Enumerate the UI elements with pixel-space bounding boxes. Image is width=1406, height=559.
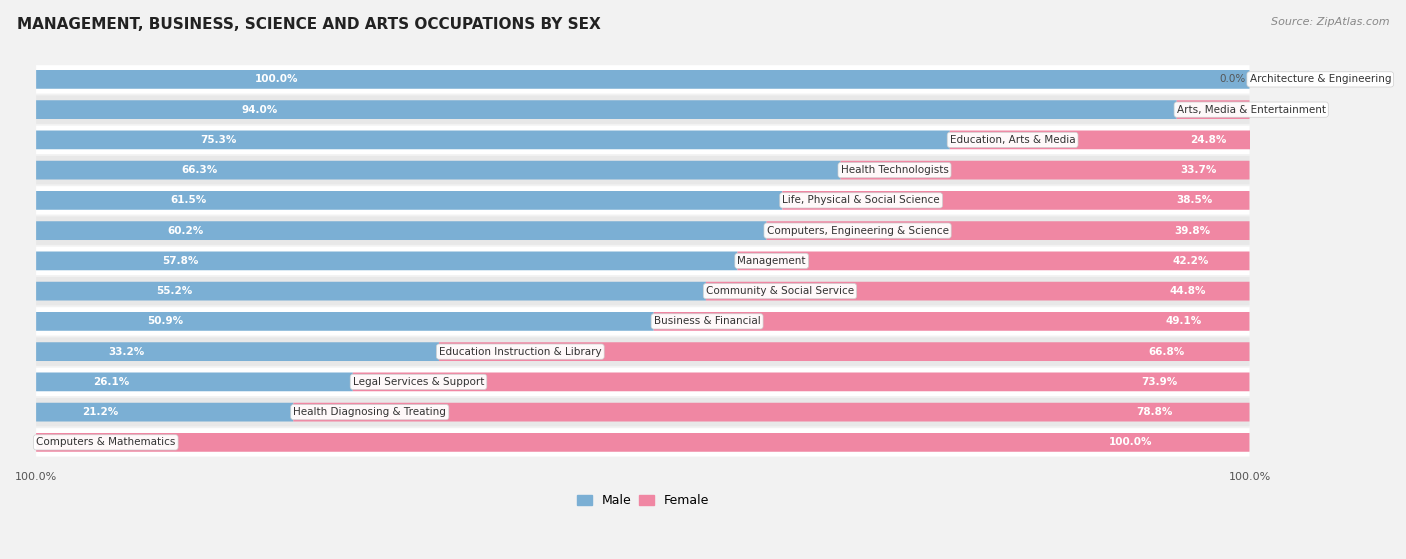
Text: Business & Financial: Business & Financial	[654, 316, 761, 326]
Text: Computers & Mathematics: Computers & Mathematics	[37, 437, 176, 447]
FancyBboxPatch shape	[950, 130, 1251, 149]
FancyBboxPatch shape	[37, 221, 766, 240]
Text: 49.1%: 49.1%	[1166, 316, 1202, 326]
FancyBboxPatch shape	[37, 428, 1250, 457]
Text: 66.3%: 66.3%	[181, 165, 217, 175]
Text: 55.2%: 55.2%	[156, 286, 193, 296]
FancyBboxPatch shape	[37, 433, 1250, 452]
Text: Legal Services & Support: Legal Services & Support	[353, 377, 484, 387]
Text: 78.8%: 78.8%	[1136, 407, 1173, 417]
FancyBboxPatch shape	[37, 307, 1250, 335]
Text: Source: ZipAtlas.com: Source: ZipAtlas.com	[1271, 17, 1389, 27]
FancyBboxPatch shape	[37, 130, 950, 149]
FancyBboxPatch shape	[37, 100, 1177, 119]
Text: Education Instruction & Library: Education Instruction & Library	[439, 347, 602, 357]
FancyBboxPatch shape	[782, 191, 1250, 210]
Text: Education, Arts & Media: Education, Arts & Media	[950, 135, 1076, 145]
FancyBboxPatch shape	[37, 161, 841, 179]
FancyBboxPatch shape	[37, 282, 706, 301]
Text: 57.8%: 57.8%	[162, 256, 198, 266]
Text: MANAGEMENT, BUSINESS, SCIENCE AND ARTS OCCUPATIONS BY SEX: MANAGEMENT, BUSINESS, SCIENCE AND ARTS O…	[17, 17, 600, 32]
Text: Computers, Engineering & Science: Computers, Engineering & Science	[766, 226, 949, 236]
FancyBboxPatch shape	[37, 338, 1250, 366]
Text: 26.1%: 26.1%	[93, 377, 129, 387]
FancyBboxPatch shape	[37, 126, 1250, 154]
FancyBboxPatch shape	[37, 247, 1250, 275]
FancyBboxPatch shape	[37, 368, 1250, 396]
FancyBboxPatch shape	[37, 156, 1250, 184]
Text: 44.8%: 44.8%	[1170, 286, 1206, 296]
FancyBboxPatch shape	[766, 221, 1250, 240]
Text: 21.2%: 21.2%	[83, 407, 118, 417]
FancyBboxPatch shape	[841, 161, 1250, 179]
FancyBboxPatch shape	[1177, 100, 1250, 119]
FancyBboxPatch shape	[37, 70, 1250, 89]
Text: 50.9%: 50.9%	[148, 316, 183, 326]
Text: 39.8%: 39.8%	[1175, 226, 1211, 236]
Text: Management: Management	[738, 256, 806, 266]
Text: 61.5%: 61.5%	[170, 196, 207, 205]
Text: 33.7%: 33.7%	[1181, 165, 1216, 175]
FancyBboxPatch shape	[353, 372, 1250, 391]
FancyBboxPatch shape	[37, 342, 439, 361]
Text: 73.9%: 73.9%	[1142, 377, 1178, 387]
Text: Health Technologists: Health Technologists	[841, 165, 949, 175]
FancyBboxPatch shape	[738, 252, 1250, 270]
FancyBboxPatch shape	[654, 312, 1250, 331]
Text: Life, Physical & Social Science: Life, Physical & Social Science	[782, 196, 941, 205]
Text: 6.0%: 6.0%	[1256, 105, 1282, 115]
Text: 100.0%: 100.0%	[1109, 437, 1153, 447]
FancyBboxPatch shape	[37, 186, 1250, 215]
Text: 42.2%: 42.2%	[1173, 256, 1209, 266]
FancyBboxPatch shape	[37, 402, 294, 421]
Text: 100.0%: 100.0%	[254, 74, 298, 84]
FancyBboxPatch shape	[37, 191, 782, 210]
Text: 75.3%: 75.3%	[201, 135, 238, 145]
Text: 94.0%: 94.0%	[242, 105, 277, 115]
Text: 60.2%: 60.2%	[167, 226, 204, 236]
FancyBboxPatch shape	[439, 342, 1250, 361]
FancyBboxPatch shape	[37, 216, 1250, 245]
FancyBboxPatch shape	[37, 65, 1250, 93]
FancyBboxPatch shape	[706, 282, 1250, 301]
FancyBboxPatch shape	[37, 398, 1250, 427]
Text: 33.2%: 33.2%	[108, 347, 145, 357]
Text: Architecture & Engineering: Architecture & Engineering	[1250, 74, 1391, 84]
FancyBboxPatch shape	[37, 252, 738, 270]
Text: 0.0%: 0.0%	[39, 437, 66, 447]
Text: 0.0%: 0.0%	[1219, 74, 1246, 84]
Text: 38.5%: 38.5%	[1175, 196, 1212, 205]
Text: Arts, Media & Entertainment: Arts, Media & Entertainment	[1177, 105, 1326, 115]
FancyBboxPatch shape	[37, 96, 1250, 124]
FancyBboxPatch shape	[37, 312, 654, 331]
FancyBboxPatch shape	[37, 372, 353, 391]
Legend: Male, Female: Male, Female	[571, 489, 714, 512]
FancyBboxPatch shape	[37, 277, 1250, 305]
FancyBboxPatch shape	[294, 402, 1250, 421]
Text: 24.8%: 24.8%	[1191, 135, 1226, 145]
Text: Health Diagnosing & Treating: Health Diagnosing & Treating	[294, 407, 446, 417]
Text: 66.8%: 66.8%	[1149, 347, 1185, 357]
Text: Community & Social Service: Community & Social Service	[706, 286, 853, 296]
